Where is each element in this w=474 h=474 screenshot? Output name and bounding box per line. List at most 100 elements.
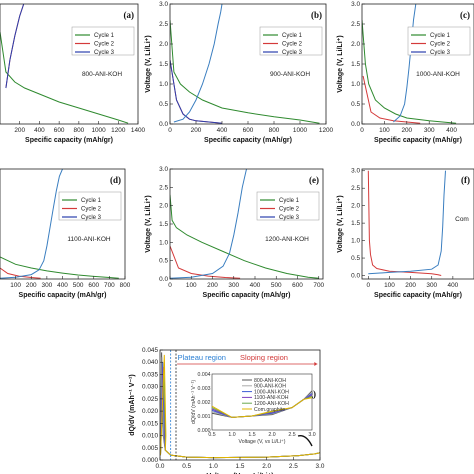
y-tick-label: 0.0 [159, 276, 168, 283]
y-tick-label: 0.0 [351, 273, 360, 280]
legend-box [58, 191, 122, 221]
x-tick-label: 700 [313, 282, 324, 289]
y-tick-label: 0.015 [142, 420, 158, 427]
legend-box [71, 26, 135, 56]
x-tick-label: 2.5 [289, 463, 298, 470]
series-charge [393, 4, 417, 123]
panel-label: (e) [309, 175, 319, 185]
x-tick-label: 700 [104, 282, 115, 289]
inset-legend-label: 900-ANI-KOH [254, 384, 286, 390]
inset: 0.5 1.0 1.5 2.0 2.5 3.0 0.000 0.001 0.002 0.003 0.… [191, 372, 316, 445]
legend: Cycle 1 Cycle 2 Cycle 3 [259, 26, 323, 56]
legend-label: Cycle 2 [94, 42, 115, 48]
x-tick-label: 1200 [111, 127, 126, 134]
x-tick-label: 400 [250, 282, 261, 289]
panel-a: 200 400 600 800 1000 1200 1400 Specific capacit… [0, 3, 146, 144]
panel-e: 0 100 200 300 400 500 600 700 0.0 0.5 1.0 1.5 2.0 2.5… [145, 166, 325, 299]
x-tick-label: 0.5 [182, 463, 191, 470]
y-tick-label: 0.5 [159, 258, 168, 265]
x-tick-label: 600 [54, 127, 65, 134]
legend-label: Cycle 3 [94, 50, 115, 56]
x-tick-label: 0 [367, 282, 371, 289]
y-tick-label: 0.000 [142, 457, 158, 464]
inset-x-tick-label: 3.0 [308, 432, 315, 438]
inset-legend-label: 1000-ANI-KOH [254, 389, 289, 395]
y-tick-label: 0.005 [142, 445, 158, 452]
panel-g: Plateau region Sloping region 0.0 0.5 1.0 1.5… [129, 347, 325, 474]
x-tick-label: 400 [34, 127, 45, 134]
y-axis-label: dQ/dV (mAh⁻¹ V⁻¹) [129, 374, 136, 435]
series-cycle-1 [0, 256, 119, 279]
inset-x-tick-label: 1.0 [228, 432, 235, 438]
x-tick-label: 1.0 [209, 463, 218, 470]
y-axis-label: Voltage (V, Li/Li⁺) [337, 195, 344, 252]
legend-label: Cycle 1 [430, 33, 451, 39]
x-tick-label: 100 [384, 282, 395, 289]
inset-x-tick-label: 2.5 [288, 432, 295, 438]
y-tick-label: 2.5 [159, 21, 168, 28]
x-axis-label: Specific capacity (mAh/gr) [374, 292, 462, 299]
y-tick-label: 0.030 [142, 384, 158, 391]
x-tick-label: 200 [26, 282, 37, 289]
y-tick-label: 2.0 [159, 41, 168, 48]
legend: Cycle 1 Cycle 2 Cycle 3 [256, 191, 320, 221]
inset-x-tick-label: 1.5 [248, 432, 255, 438]
legend-label: Cycle 1 [279, 198, 300, 204]
legend: Cycle 1 Cycle 2 Cycle 3 [58, 191, 122, 221]
x-tick-label: 500 [271, 282, 282, 289]
x-tick-label: 300 [228, 282, 239, 289]
inset-y-tick-label: 0.001 [198, 414, 211, 420]
legend-label: Cycle 3 [81, 215, 102, 221]
x-tick-label: 300 [426, 282, 437, 289]
x-tick-label: 1000 [91, 127, 106, 134]
panel-label: (c) [460, 10, 470, 20]
x-tick-label: 300 [424, 127, 435, 134]
x-axis-label: Specific capacity (mAh/gr) [19, 292, 107, 299]
y-tick-label: 1.0 [351, 238, 360, 245]
x-tick-label: 400 [217, 127, 228, 134]
x-tick-label: 0 [168, 282, 172, 289]
inset-legend-label: 800-ANI-KOH [254, 378, 286, 384]
sample-name: Com [455, 216, 469, 223]
x-axis-label: Specific capacity (mAh/gr) [374, 137, 462, 144]
y-tick-label: 0.035 [142, 371, 158, 378]
y-tick-label: 0.5 [351, 101, 360, 108]
x-tick-label: 0.0 [156, 463, 165, 470]
y-tick-label: 0.5 [159, 101, 168, 108]
inset-frame [211, 373, 313, 431]
legend-label: Cycle 1 [282, 33, 303, 39]
y-tick-label: 1.0 [159, 81, 168, 88]
inset-y-tick-label: 0.004 [198, 372, 211, 378]
series-cycle-1 [170, 19, 320, 124]
panel-label: (d) [110, 175, 121, 185]
x-tick-label: 0 [360, 127, 364, 134]
x-axis-label: Specific capacity (mAh/gr) [203, 292, 291, 299]
inset-y-tick-label: 0.003 [198, 386, 211, 392]
series-discharge [367, 170, 442, 276]
sample-name: 1200-ANI-KOH [265, 236, 309, 243]
y-tick-label: 2.5 [351, 185, 360, 192]
pointer-arrow [297, 435, 313, 447]
series-cycle-2 [170, 245, 241, 279]
y-tick-label: 2.0 [159, 203, 168, 210]
x-tick-label: 500 [73, 282, 84, 289]
x-tick-label: 200 [207, 282, 218, 289]
panel-label: (a) [124, 10, 135, 20]
series-charge [170, 169, 247, 279]
x-tick-label: 600 [243, 127, 254, 134]
x-tick-label: 200 [401, 127, 412, 134]
y-tick-label: 1.0 [351, 81, 360, 88]
series-cycle-1 [170, 194, 319, 279]
y-tick-label: 0.010 [142, 433, 158, 440]
y-axis-label: Voltage (V, Li/Li⁺) [145, 35, 152, 92]
x-tick-label: 400 [57, 282, 68, 289]
sample-name: 1100-ANI-KOH [67, 236, 111, 243]
legend-label: Cycle 3 [430, 50, 451, 56]
series-cycle-2 [0, 267, 41, 279]
series-charge [0, 169, 63, 279]
x-tick-label: 1000 [293, 127, 308, 134]
x-tick-label: 1200 [319, 127, 334, 134]
inset-series-5 [211, 397, 313, 418]
inset-x-axis-label: Voltage (V, vs Li/Li⁺) [239, 439, 286, 445]
